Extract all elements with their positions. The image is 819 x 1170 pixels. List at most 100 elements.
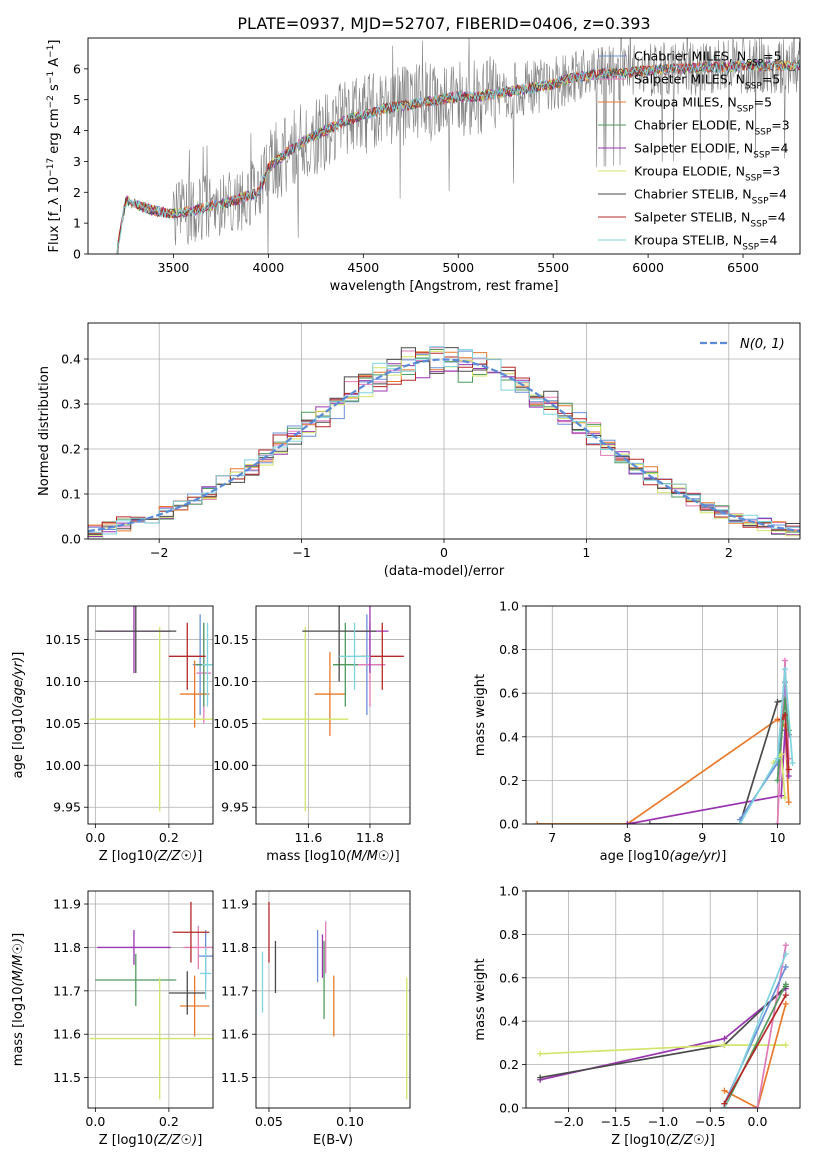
x-tick-label: 0.10 [336, 1114, 364, 1129]
y-axis-label: mass weight [473, 674, 488, 756]
x-axis-label: age [log10(age/yr)] [600, 849, 727, 864]
axes-frame [87, 322, 801, 540]
legend-text: =5 [754, 95, 772, 110]
legend-text: =5 [763, 49, 781, 64]
legend-text: Kroupa ELODIE, N [634, 164, 745, 179]
label-part: ] [197, 849, 202, 864]
label-part: ] [197, 1133, 202, 1148]
legend-sub: SSP [752, 197, 769, 207]
legend-entry: Chabrier MILES, NSSP=5 [634, 49, 782, 69]
y-tick-label: 0.8 [499, 642, 519, 657]
x-tick-label: 0.2 [159, 1114, 179, 1129]
x-tick-label: 11.8 [356, 830, 384, 845]
plot-area [537, 942, 789, 1108]
histogram-kroupa-stelib [88, 346, 800, 539]
y-tick-label: 0.4 [499, 729, 519, 744]
legend-entry: Kroupa MILES, NSSP=5 [634, 95, 772, 115]
spectrum-panel: 3500 4000 4500 5000 5500 6000 6500 0 1 2 3 4 5 6 wavel… [46, 37, 801, 294]
legend-text: Salpeter MILES, N [634, 72, 745, 87]
legend-entry: Salpeter MILES, NSSP=5 [634, 72, 780, 92]
label-part: mass [log10 [11, 986, 26, 1066]
label-part: −1 [46, 45, 56, 58]
y-axis-label: Normed distribution [37, 366, 52, 496]
axes-frame [87, 605, 214, 825]
y-tick-label: 0.6 [499, 686, 519, 701]
y-tick-label: 0 [73, 247, 81, 262]
legend-text: Salpeter STELIB, N [634, 210, 750, 225]
y-tick-label: 10.10 [213, 674, 249, 689]
y-tick-label: 0.0 [499, 817, 519, 832]
legend-entry: Chabrier ELODIE, NSSP=3 [634, 118, 790, 138]
model-spectrum-kroupa-elodie [116, 59, 800, 254]
x-axis-label: Z [log10(Z/Z☉)] [99, 1133, 203, 1148]
x-tick-label: 7 [548, 830, 556, 845]
label-part: erg cm [47, 108, 62, 157]
y-tick-label: 0.2 [61, 442, 81, 457]
legend-entry: Salpeter ELODIE, NSSP=4 [634, 141, 789, 161]
label-part: E(B-V) [313, 1133, 353, 1148]
x-tick-label: 8 [623, 830, 631, 845]
plot-area [262, 606, 404, 812]
label-part: ] [395, 849, 400, 864]
label-part: ] [47, 40, 62, 45]
x-axis-label: mass [log10(M/M☉)] [266, 849, 399, 864]
x-tick-label: 2 [725, 545, 733, 560]
x-tick-label: 0.0 [85, 830, 105, 845]
legend-text: =4 [770, 141, 788, 156]
y-tick-label: 1.0 [499, 884, 519, 899]
label-part: (Z/Z☉) [666, 1133, 710, 1148]
axes-frame [255, 890, 411, 1109]
axes-frame [87, 890, 214, 1109]
model-spectrum-kroupa-stelib [116, 59, 800, 254]
weight-line-kroupa-stelib [739, 669, 794, 824]
y-tick-label: 11.6 [221, 1027, 249, 1042]
label-part: ] [721, 849, 726, 864]
x-tick-label: 3500 [158, 260, 190, 275]
label-part: −17 [46, 158, 56, 177]
label-part: (data-model)/error [384, 564, 505, 579]
x-axis-label: Z [log10(Z/Z☉)] [99, 849, 203, 864]
y-tick-label: 11.7 [53, 983, 81, 998]
axes-frame [525, 890, 801, 1109]
x-tick-label: 0.0 [748, 1114, 768, 1129]
y-tick-label: 11.9 [221, 897, 249, 912]
model-spectrum-chabrier-stelib [116, 59, 800, 254]
x-tick-label: 4000 [252, 260, 284, 275]
residuals-panel: −2 −1 0 1 2 0.0 0.1 0.2 0.3 0.4 (data-model)/error… [37, 322, 801, 579]
x-axis-label: wavelength [Angstrom, rest frame] [330, 279, 559, 294]
label-part: (age/yr) [11, 657, 26, 709]
y-tick-label: 10.05 [45, 716, 81, 731]
legend-text: =3 [771, 118, 789, 133]
normal-curve [88, 358, 800, 533]
weight-line-chabrier-elodie [723, 983, 787, 1108]
legend-sub: SSP [753, 151, 770, 161]
y-tick-label: 10.10 [45, 674, 81, 689]
y-tick-label: 0.4 [61, 352, 81, 367]
label-part: Z [log10 [611, 1133, 665, 1148]
y-tick-label: 10.00 [213, 758, 249, 773]
y-axis-label: mass [log10(M/M☉)] [11, 933, 26, 1066]
plot-area [116, 38, 800, 254]
plot-area [534, 657, 796, 824]
y-tick-label: 1.0 [499, 599, 519, 614]
legend-text: Chabrier MILES, N [634, 49, 746, 64]
weight-vs-age-panel: 7 8 9 10 0.0 0.2 0.4 0.6 0.8 1.0 age [log10(age/yr… [473, 599, 801, 864]
x-tick-label: 4500 [347, 260, 379, 275]
x-tick-label: −2 [150, 545, 168, 560]
label-part: ] [11, 652, 26, 657]
label-part: wavelength [Angstrom, rest frame] [330, 279, 559, 294]
y-tick-label: 0.8 [499, 927, 519, 942]
legend-entry: Chabrier STELIB, NSSP=4 [634, 187, 787, 207]
weight-line-kroupa-miles [724, 1003, 787, 1108]
x-axis-label: (data-model)/error [384, 564, 505, 579]
plot-area [89, 606, 213, 812]
y-tick-label: 11.5 [221, 1070, 249, 1085]
legend-entry: Kroupa ELODIE, NSSP=3 [634, 164, 780, 184]
legend-sub: SSP [745, 82, 762, 92]
weight-line-kroupa-stelib [723, 953, 787, 1108]
legend-sub: SSP [750, 220, 767, 230]
x-tick-label: −1 [292, 545, 310, 560]
x-tick-label: 0.0 [85, 1114, 105, 1129]
weight-line-salpeter-stelib [723, 994, 787, 1105]
y-tick-label: 5 [73, 92, 81, 107]
